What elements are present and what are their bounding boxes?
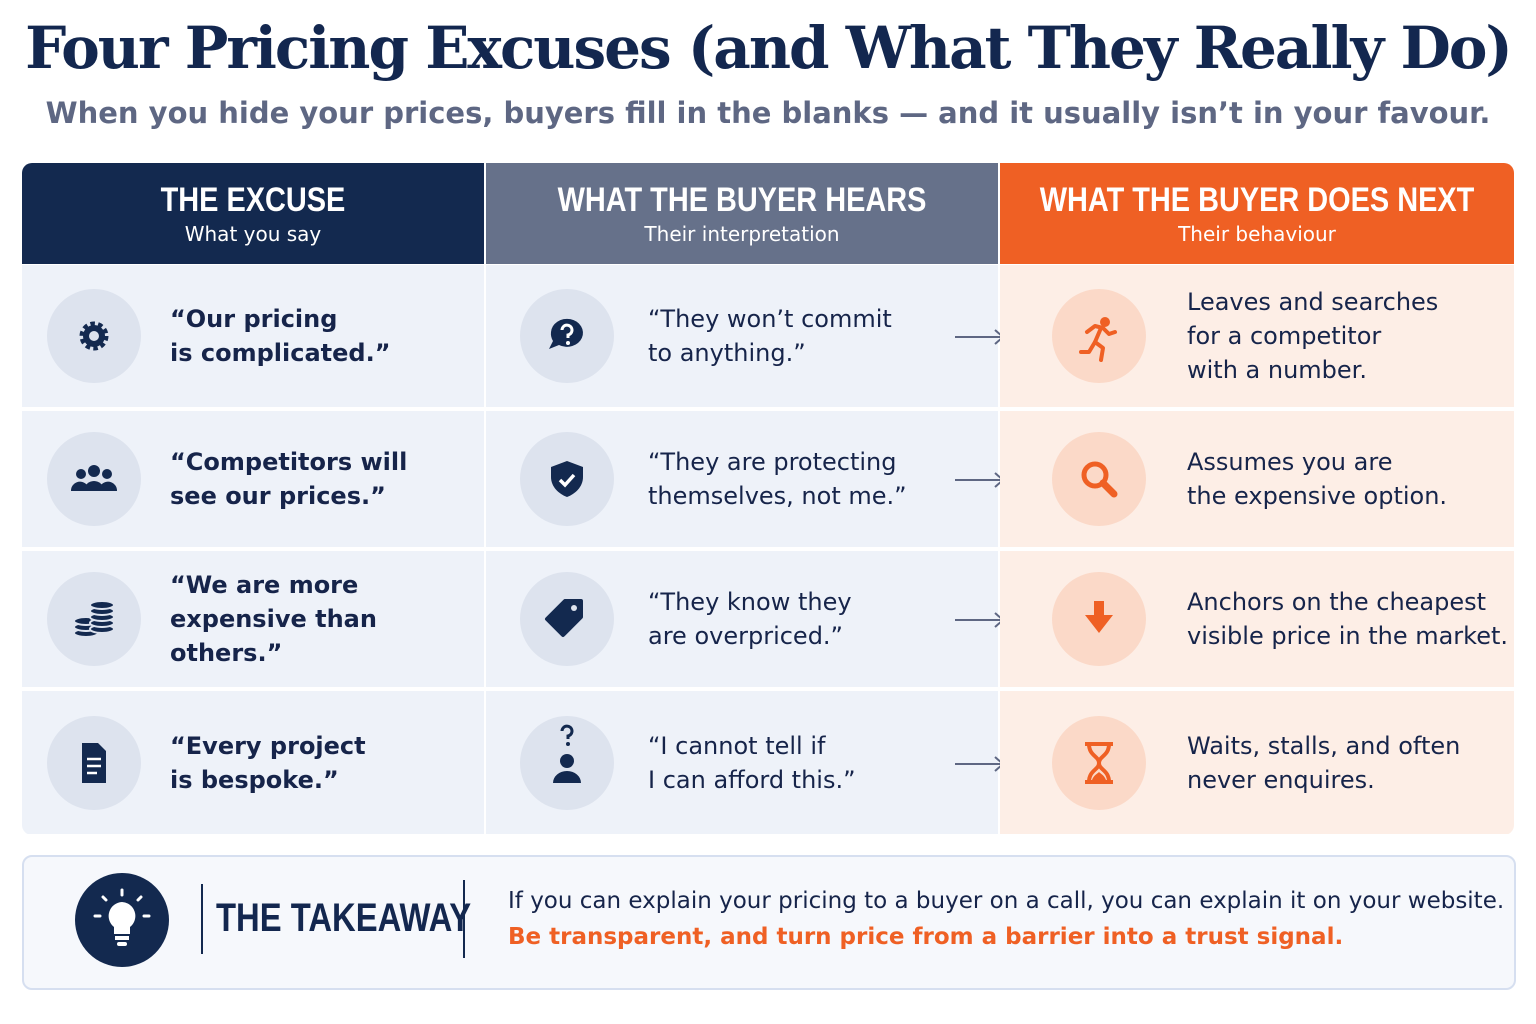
table-cell: “Competitors will see our prices.” — [22, 411, 484, 547]
cell-text: “They won’t commit to anything.” — [648, 305, 892, 367]
table-cell: “They won’t commit to anything.” — [486, 265, 1005, 407]
table-cell: “We are more expensive than others.” — [22, 551, 484, 687]
table: THE EXCUSE What you say WHAT THE BUYER HEA… — [22, 163, 1514, 835]
subtitle: When you hide your prices, buyers fill i… — [45, 96, 1491, 130]
table-cell: “They are protecting themselves, not me.… — [486, 411, 1005, 547]
cell-text: “Competitors will see our prices.” — [170, 448, 408, 510]
table-cell: “They know they are overpriced.” — [486, 551, 1005, 687]
table-cell: Leaves and searches for a competitor wit… — [1000, 265, 1514, 407]
column-header: WHAT THE BUYER DOES NEXT Their behaviour — [1000, 163, 1514, 264]
icon — [47, 715, 141, 810]
cell-text: “They are protecting themselves, not me.… — [648, 448, 907, 510]
cell-text: “We are more expensive than others.” — [170, 571, 377, 667]
table-cell: Waits, stalls, and often never enquires. — [1000, 691, 1514, 834]
column-subtitle: Their behaviour — [1178, 222, 1336, 246]
icon — [1052, 715, 1146, 810]
column-subtitle: Their interpretation — [644, 222, 840, 246]
cell-text: “Our pricing is complicated.” — [170, 305, 391, 367]
column-subtitle: What you say — [184, 222, 322, 246]
icon — [1052, 289, 1146, 383]
icon — [520, 289, 614, 383]
table-cell: “I cannot tell if I can afford this.” — [486, 691, 1005, 834]
divider — [201, 884, 203, 954]
divider — [463, 880, 465, 958]
column-title: WHAT THE BUYER HEARS — [557, 181, 927, 219]
bulb-icon — [75, 873, 169, 967]
column-title: THE EXCUSE — [160, 181, 346, 219]
icon — [47, 289, 141, 383]
takeaway-highlight: Be transparent, and turn price from a ba… — [508, 924, 1344, 950]
table-cell: Anchors on the cheapest visible price in… — [1000, 551, 1514, 687]
icon — [520, 572, 614, 666]
icon — [520, 432, 614, 526]
cell-text: Waits, stalls, and often never enquires. — [1187, 731, 1461, 794]
icon — [520, 715, 614, 810]
cell-text: Leaves and searches for a competitor wit… — [1187, 288, 1439, 384]
column-header: WHAT THE BUYER HEARS Their interpretation — [486, 163, 998, 264]
title: Four Pricing Excuses (and What They Real… — [25, 14, 1513, 82]
icon — [47, 432, 141, 526]
icon — [47, 572, 141, 666]
icon — [1052, 432, 1146, 526]
column-header: THE EXCUSE What you say — [22, 163, 484, 264]
cell-text: Assumes you are the expensive option. — [1187, 448, 1448, 510]
takeaway-box — [22, 855, 1516, 990]
icon — [1052, 572, 1146, 666]
cell-text: “They know they are overpriced.” — [648, 588, 852, 650]
table-cell: “Every project is bespoke.” — [22, 691, 484, 834]
takeaway-text: If you can explain your pricing to a buy… — [508, 888, 1505, 914]
cell-text: Anchors on the cheapest visible price in… — [1187, 588, 1509, 650]
table-cell: Assumes you are the expensive option. — [1000, 411, 1514, 547]
cell-text: “Every project is bespoke.” — [170, 731, 366, 794]
table-cell: “Our pricing is complicated.” — [22, 265, 484, 407]
takeaway-label: THE TAKEAWAY — [216, 896, 472, 940]
cell-text: “I cannot tell if I can afford this.” — [648, 731, 856, 794]
column-title: WHAT THE BUYER DOES NEXT — [1039, 181, 1475, 219]
